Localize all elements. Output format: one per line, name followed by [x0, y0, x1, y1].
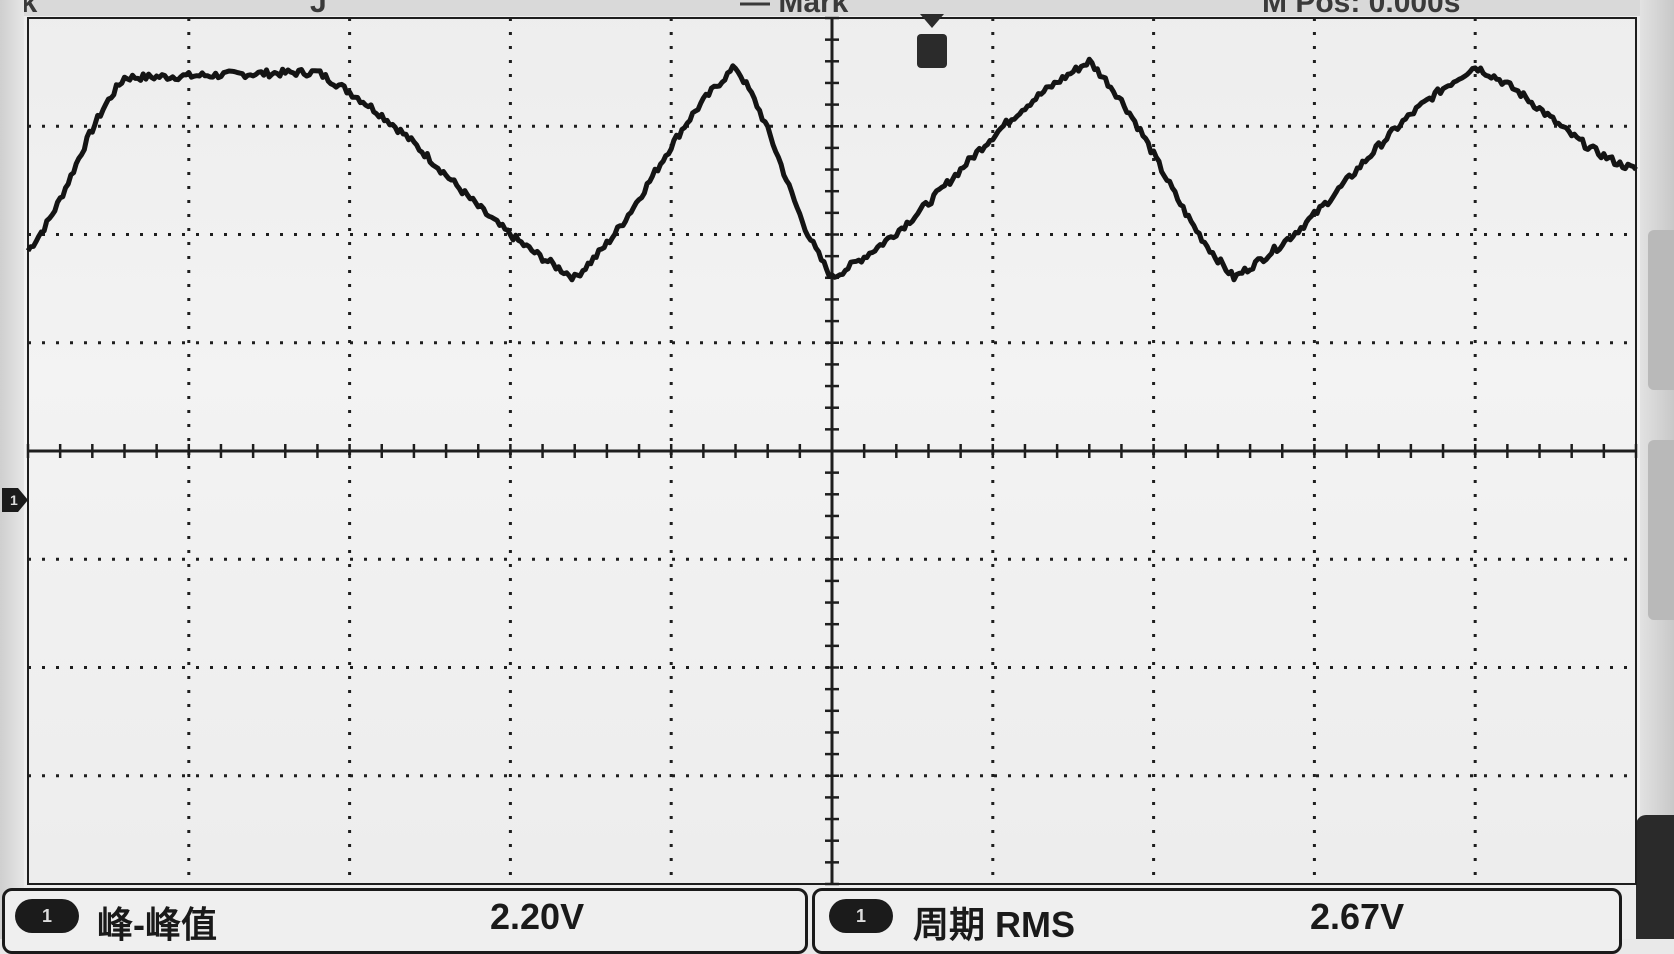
measurement-box-rms[interactable]: 1 周期 RMS 2.67V — [812, 888, 1622, 954]
measurement-channel-badge: 1 — [829, 899, 893, 933]
side-menu-tab-2[interactable] — [1648, 440, 1674, 620]
bezel-left — [0, 0, 24, 939]
status-bar: ek J′ — Mark M Pos: 0.000s — [0, 0, 1674, 16]
measurement-name: 周期 RMS — [913, 904, 1076, 945]
measurement-value: 2.67V — [1310, 896, 1405, 937]
channel-1-ground-marker[interactable]: 1 — [0, 486, 30, 514]
measurement-channel-badge: 1 — [15, 899, 79, 933]
trigger-position-marker[interactable] — [917, 34, 947, 68]
graticule — [26, 16, 1638, 886]
trigger-status-fragment: J′ — [310, 0, 334, 16]
measurement-name: 峰-峰值 — [97, 904, 217, 945]
measurement-box-peak-to-peak[interactable]: 1 峰-峰值 2.20V — [2, 888, 808, 954]
horizontal-position: M Pos: 0.000s — [1262, 0, 1460, 16]
side-menu-tab-1[interactable] — [1648, 230, 1674, 390]
measurement-value: 2.20V — [490, 896, 585, 937]
trigger-arrow-icon — [920, 14, 944, 28]
waveform-trace — [25, 56, 1638, 283]
trace-layer — [25, 56, 1638, 283]
channel-marker-label: 1 — [10, 492, 18, 508]
acquire-mode-fragment: — Mark — [740, 0, 848, 16]
markers-layer — [917, 14, 947, 68]
side-menu-dark-tab[interactable] — [1636, 815, 1674, 939]
